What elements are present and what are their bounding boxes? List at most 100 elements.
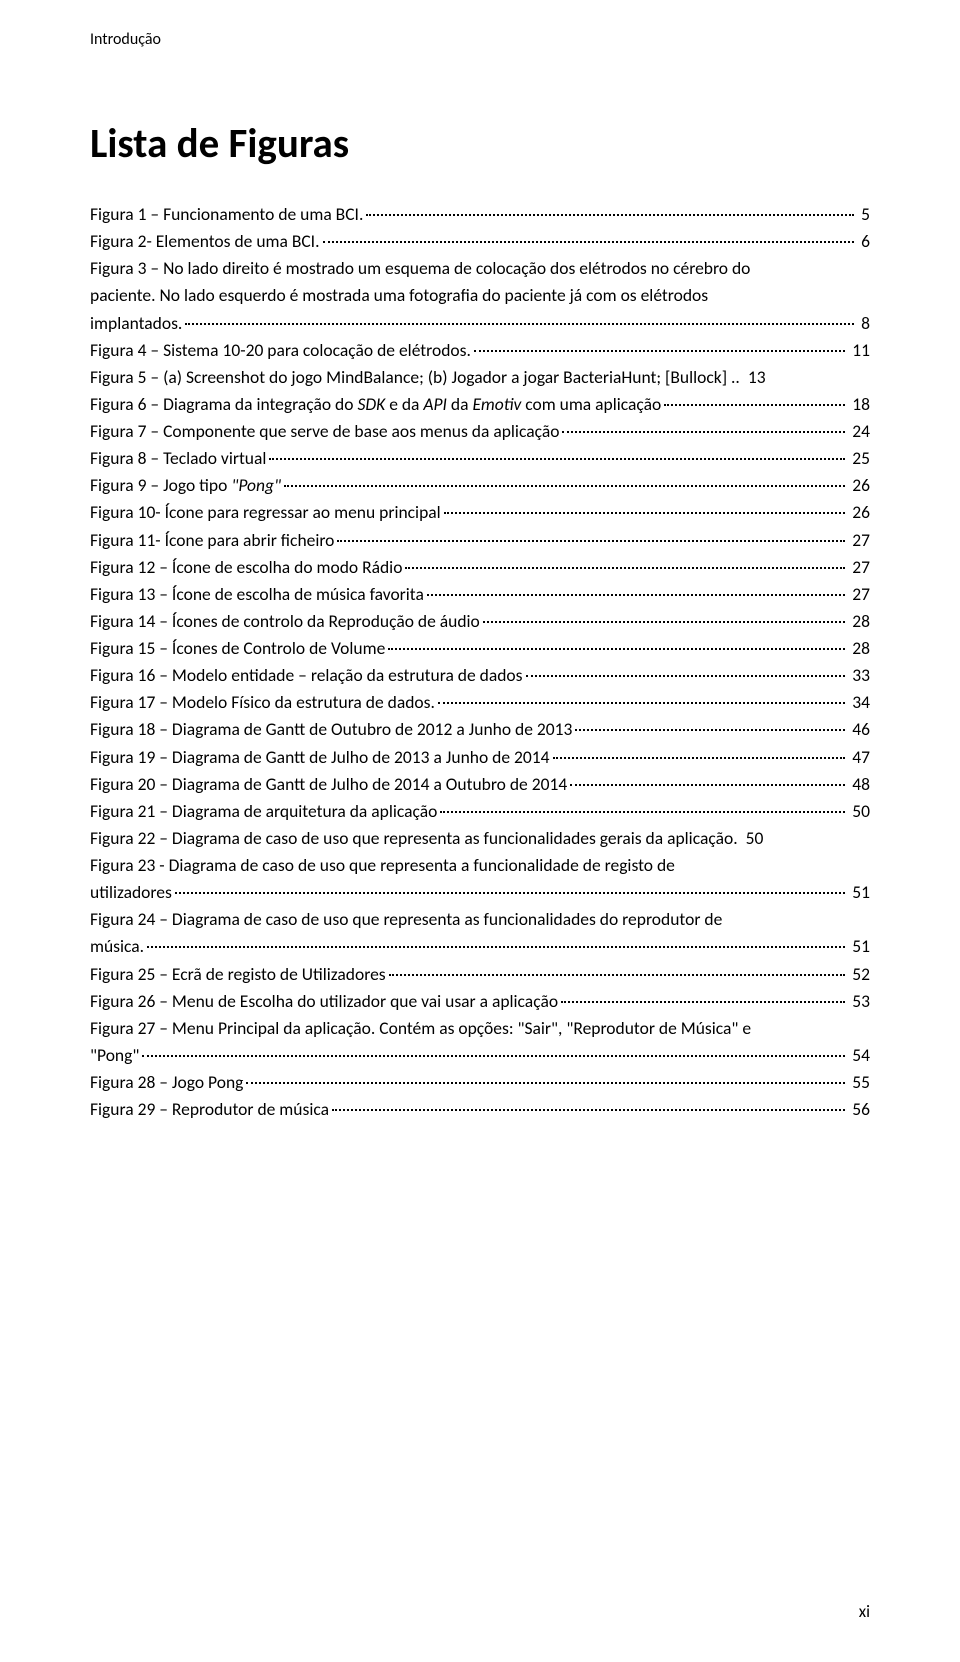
toc-entry-line: Figura 24 – Diagrama de caso de uso que …: [90, 906, 870, 933]
toc-entry-line: Figura 16 – Modelo entidade – relação da…: [90, 662, 870, 689]
leader-dots: [389, 974, 846, 976]
leader-dots: [269, 458, 845, 460]
toc-entry-text: Figura 16 – Modelo entidade – relação da…: [90, 662, 523, 689]
toc-entry-line: Figura 28 – Jogo Pong 55: [90, 1069, 870, 1096]
toc-entry-text: Figura 29 – Reprodutor de música: [90, 1096, 329, 1123]
toc-entry-page: 54: [848, 1042, 870, 1069]
toc-entry-page: 52: [848, 961, 870, 988]
leader-dots: [246, 1082, 845, 1084]
toc-entry-page: 50: [848, 798, 870, 825]
toc-entry-text: Figura 13 – Ícone de escolha de música f…: [90, 581, 424, 608]
toc-entry-text: Figura 5 – (a) Screenshot do jogo MindBa…: [90, 364, 740, 391]
toc-entry-text: Figura 6 – Diagrama da integração do SDK…: [90, 391, 661, 418]
toc-entry-text: Figura 21 – Diagrama de arquitetura da a…: [90, 798, 437, 825]
leader-dots: [147, 946, 845, 948]
toc-entry-line: Figura 25 – Ecrã de registo de Utilizado…: [90, 961, 870, 988]
toc-entry-page: 27: [848, 554, 870, 581]
toc-entry-line: Figura 22 – Diagrama de caso de uso que …: [90, 825, 870, 852]
toc-entry-line: implantados. 8: [90, 310, 870, 337]
leader-dots: [438, 702, 845, 704]
leader-dots: [175, 892, 845, 894]
leader-dots: [562, 431, 845, 433]
toc-entry-line: Figura 11- Ícone para abrir ficheiro 27: [90, 527, 870, 554]
toc-entry-page: 25: [848, 445, 870, 472]
toc-entry-line: Figura 20 – Diagrama de Gantt de Julho d…: [90, 771, 870, 798]
leader-dots: [570, 784, 845, 786]
toc-entry-text: Figura 18 – Diagrama de Gantt de Outubro…: [90, 716, 572, 743]
leader-dots: [366, 214, 854, 216]
toc-entry-page: 50: [742, 825, 764, 852]
toc-entry-line: Figura 6 – Diagrama da integração do SDK…: [90, 391, 870, 418]
toc-entry-line: Figura 9 – Jogo tipo "Pong" 26: [90, 472, 870, 499]
toc-entry-text: Figura 17 – Modelo Físico da estrutura d…: [90, 689, 435, 716]
leader-dots: [444, 512, 846, 514]
leader-dots: [337, 540, 845, 542]
toc-entry-line: Figura 14 – Ícones de controlo da Reprod…: [90, 608, 870, 635]
toc-entry-line: Figura 15 – Ícones de Controlo de Volume…: [90, 635, 870, 662]
toc-entry-line: Figura 19 – Diagrama de Gantt de Julho d…: [90, 744, 870, 771]
toc-entry-page: 27: [848, 527, 870, 554]
toc-entry-text: Figura 8 – Teclado virtual: [90, 445, 266, 472]
toc-entry-page: 24: [848, 418, 870, 445]
toc-entry-page: 5: [857, 201, 870, 228]
toc-entry-text: Figura 12 – Ícone de escolha do modo Rád…: [90, 554, 402, 581]
toc-entry-text: Figura 27 – Menu Principal da aplicação.…: [90, 1015, 751, 1042]
toc-entry-line: Figura 23 - Diagrama de caso de uso que …: [90, 852, 870, 879]
toc-entry-line: Figura 7 – Componente que serve de base …: [90, 418, 870, 445]
document-page: Introdução Lista de Figuras Figura 1 – F…: [0, 0, 960, 1662]
toc-entry-text: Figura 19 – Diagrama de Gantt de Julho d…: [90, 744, 550, 771]
toc-entry-text: música.: [90, 933, 144, 960]
leader-dots: [483, 621, 845, 623]
toc-entry-line: música. 51: [90, 933, 870, 960]
toc-entry-line: Figura 5 – (a) Screenshot do jogo MindBa…: [90, 364, 870, 391]
toc-entry-line: Figura 27 – Menu Principal da aplicação.…: [90, 1015, 870, 1042]
leader-dots: [526, 675, 846, 677]
toc-entry-text: implantados.: [90, 310, 182, 337]
toc-entry-line: Figura 1 – Funcionamento de uma BCI. 5: [90, 201, 870, 228]
toc-entry-page: 34: [848, 689, 870, 716]
leader-dots: [405, 567, 845, 569]
page-title: Lista de Figuras: [90, 119, 870, 169]
leader-dots: [142, 1055, 845, 1057]
toc-entry-text: Figura 14 – Ícones de controlo da Reprod…: [90, 608, 480, 635]
toc-entry-text: "Pong": [90, 1042, 139, 1069]
toc-entry-page: 27: [848, 581, 870, 608]
figure-list: Figura 1 – Funcionamento de uma BCI. 5Fi…: [90, 201, 870, 1123]
toc-entry-text: Figura 24 – Diagrama de caso de uso que …: [90, 906, 722, 933]
toc-entry-line: Figura 17 – Modelo Físico da estrutura d…: [90, 689, 870, 716]
toc-entry-text: Figura 3 – No lado direito é mostrado um…: [90, 255, 750, 282]
section-label: Introdução: [90, 30, 870, 49]
toc-entry-text: Figura 20 – Diagrama de Gantt de Julho d…: [90, 771, 567, 798]
toc-entry-line: Figura 2- Elementos de uma BCI. 6: [90, 228, 870, 255]
toc-entry-page: 26: [848, 499, 870, 526]
toc-entry-page: 26: [848, 472, 870, 499]
toc-entry-line: Figura 26 – Menu de Escolha do utilizado…: [90, 988, 870, 1015]
toc-entry-text: paciente. No lado esquerdo é mostrada um…: [90, 282, 708, 309]
toc-entry-line: Figura 18 – Diagrama de Gantt de Outubro…: [90, 716, 870, 743]
toc-entry-page: 46: [848, 716, 870, 743]
toc-entry-page: 13: [744, 364, 766, 391]
leader-dots: [323, 241, 855, 243]
toc-entry-line: Figura 12 – Ícone de escolha do modo Rád…: [90, 554, 870, 581]
toc-entry-line: Figura 10- Ícone para regressar ao menu …: [90, 499, 870, 526]
toc-entry-page: 51: [848, 933, 870, 960]
toc-entry-line: Figura 8 – Teclado virtual 25: [90, 445, 870, 472]
toc-entry-text: Figura 7 – Componente que serve de base …: [90, 418, 559, 445]
toc-entry-text: Figura 15 – Ícones de Controlo de Volume: [90, 635, 385, 662]
toc-entry-text: Figura 26 – Menu de Escolha do utilizado…: [90, 988, 558, 1015]
toc-entry-text: Figura 22 – Diagrama de caso de uso que …: [90, 825, 738, 852]
leader-dots: [440, 811, 845, 813]
toc-entry-line: Figura 21 – Diagrama de arquitetura da a…: [90, 798, 870, 825]
toc-entry-line: Figura 13 – Ícone de escolha de música f…: [90, 581, 870, 608]
toc-entry-text: utilizadores: [90, 879, 172, 906]
toc-entry-page: 48: [848, 771, 870, 798]
toc-entry-text: Figura 2- Elementos de uma BCI.: [90, 228, 320, 255]
toc-entry-page: 6: [857, 228, 870, 255]
toc-entry-line: Figura 29 – Reprodutor de música 56: [90, 1096, 870, 1123]
toc-entry-text: Figura 1 – Funcionamento de uma BCI.: [90, 201, 363, 228]
toc-entry-text: Figura 23 - Diagrama de caso de uso que …: [90, 852, 675, 879]
leader-dots: [388, 648, 845, 650]
toc-entry-page: 8: [857, 310, 870, 337]
toc-entry-text: Figura 10- Ícone para regressar ao menu …: [90, 499, 441, 526]
leader-dots: [185, 323, 854, 325]
